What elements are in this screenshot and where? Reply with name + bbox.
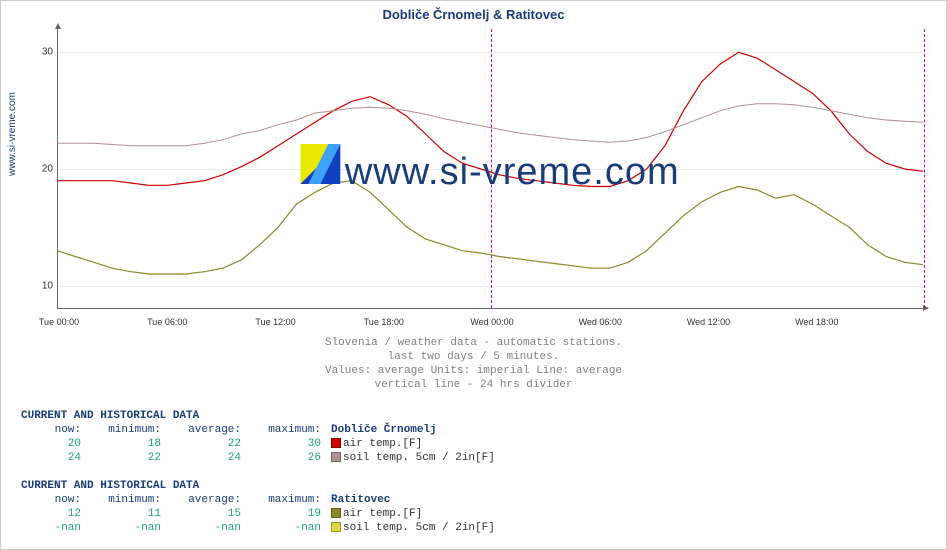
stat-value: -nan bbox=[241, 521, 321, 535]
stat-value: 24 bbox=[161, 451, 241, 465]
stat-value: 11 bbox=[81, 507, 161, 521]
x-tick-label: Tue 00:00 bbox=[39, 317, 79, 327]
stat-value: -nan bbox=[161, 521, 241, 535]
divider-24h bbox=[924, 29, 925, 308]
col-label: now: bbox=[21, 493, 81, 507]
stat-value: -nan bbox=[21, 521, 81, 535]
stat-value: 15 bbox=[161, 507, 241, 521]
x-tick-label: Wed 00:00 bbox=[470, 317, 513, 327]
stat-value: 18 bbox=[81, 437, 161, 451]
stat-value: 26 bbox=[241, 451, 321, 465]
data-block-2: CURRENT AND HISTORICAL DATAnow:minimum:a… bbox=[21, 479, 495, 535]
series-air_temp_doblice bbox=[57, 52, 923, 186]
plot-area: www.si-vreme.com 102030Tue 00:00Tue 06:0… bbox=[57, 29, 923, 309]
series-label: soil temp. 5cm / 2in[F] bbox=[321, 451, 495, 465]
col-label: maximum: bbox=[241, 423, 321, 437]
subtitle-line: vertical line - 24 hrs divider bbox=[1, 379, 946, 391]
x-tick-label: Wed 12:00 bbox=[687, 317, 730, 327]
chart-lines bbox=[57, 29, 923, 309]
col-label: average: bbox=[161, 423, 241, 437]
stat-value: 12 bbox=[21, 507, 81, 521]
y-tick-label: 10 bbox=[29, 280, 53, 291]
stat-value: -nan bbox=[81, 521, 161, 535]
series-soil_temp_doblice bbox=[57, 104, 923, 146]
x-tick-label: Tue 18:00 bbox=[364, 317, 404, 327]
stat-value: 19 bbox=[241, 507, 321, 521]
stat-value: 30 bbox=[241, 437, 321, 451]
series-label: air temp.[F] bbox=[321, 507, 422, 521]
x-tick-label: Tue 12:00 bbox=[255, 317, 295, 327]
data-block-1: CURRENT AND HISTORICAL DATAnow:minimum:a… bbox=[21, 409, 495, 465]
color-swatch bbox=[331, 508, 341, 518]
color-swatch bbox=[331, 522, 341, 532]
subtitle-line: Slovenia / weather data - automatic stat… bbox=[1, 337, 946, 349]
stat-value: 20 bbox=[21, 437, 81, 451]
stat-value: 22 bbox=[161, 437, 241, 451]
yaxis-watermark: www.si-vreme.com bbox=[7, 92, 18, 176]
series-label: air temp.[F] bbox=[321, 437, 422, 451]
color-swatch bbox=[331, 452, 341, 462]
chart-title: Dobliče Črnomelj & Ratitovec bbox=[1, 7, 946, 22]
y-tick-label: 20 bbox=[29, 164, 53, 175]
y-tick-label: 30 bbox=[29, 47, 53, 58]
block-header: CURRENT AND HISTORICAL DATA bbox=[21, 410, 199, 422]
col-label: now: bbox=[21, 423, 81, 437]
stat-value: 24 bbox=[21, 451, 81, 465]
station-name: Ratitovec bbox=[321, 493, 390, 507]
x-tick-label: Wed 06:00 bbox=[579, 317, 622, 327]
col-label: minimum: bbox=[81, 493, 161, 507]
col-label: minimum: bbox=[81, 423, 161, 437]
station-name: Dobliče Črnomelj bbox=[321, 423, 437, 437]
stat-value: 22 bbox=[81, 451, 161, 465]
color-swatch bbox=[331, 438, 341, 448]
x-tick-label: Wed 18:00 bbox=[795, 317, 838, 327]
series-air_temp_ratitovec bbox=[57, 181, 923, 274]
col-label: average: bbox=[161, 493, 241, 507]
subtitle-line: last two days / 5 minutes. bbox=[1, 351, 946, 363]
series-label: soil temp. 5cm / 2in[F] bbox=[321, 521, 495, 535]
block-header: CURRENT AND HISTORICAL DATA bbox=[21, 480, 199, 492]
x-tick-label: Tue 06:00 bbox=[147, 317, 187, 327]
col-label: maximum: bbox=[241, 493, 321, 507]
subtitle-line: Values: average Units: imperial Line: av… bbox=[1, 365, 946, 377]
